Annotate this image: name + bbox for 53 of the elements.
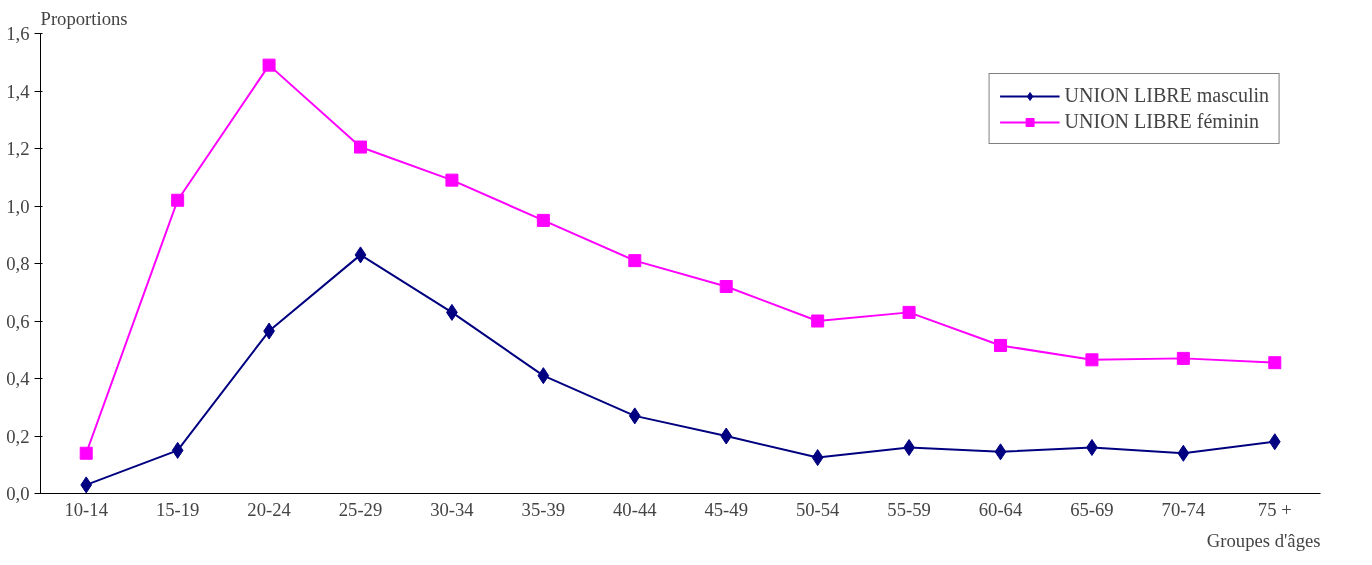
- x-tick-label: 50-54: [795, 498, 841, 520]
- point: [80, 476, 93, 494]
- point: [354, 246, 367, 264]
- x-axis-title: Groupes d'âges: [1206, 529, 1321, 551]
- point: [262, 58, 276, 72]
- x-tick-label: 45-49: [704, 498, 748, 520]
- x-tick-label: 65-69: [1070, 498, 1114, 520]
- point: [537, 367, 550, 385]
- y-tick-label: 1,6: [6, 23, 30, 44]
- point: [1176, 351, 1190, 365]
- y-tick-label: 1,2: [6, 138, 30, 159]
- point: [1268, 433, 1281, 451]
- x-tick-label: 40-44: [613, 498, 658, 520]
- point: [994, 443, 1007, 461]
- point: [354, 140, 367, 154]
- x-tick-label: 30-34: [430, 498, 475, 520]
- legend-label: UNION LIBRE féminin: [1064, 110, 1259, 133]
- y-tick-label: 1,0: [6, 195, 30, 217]
- y-tick-label: 0,4: [6, 368, 31, 389]
- x-tick-label: 75 +: [1257, 498, 1292, 520]
- y-tick-label: 0,6: [6, 310, 30, 332]
- y-axis-title: Proportions: [40, 7, 128, 29]
- x-tick-label: 35-39: [521, 498, 566, 520]
- point: [171, 193, 185, 207]
- point: [811, 449, 824, 467]
- point: [1177, 444, 1190, 462]
- point: [719, 280, 733, 293]
- y-tick-label: 1,4: [6, 80, 31, 102]
- legend-label: UNION LIBRE masculin: [1064, 84, 1269, 107]
- x-tick-label: 55-59: [887, 498, 931, 520]
- point: [1086, 439, 1098, 456]
- x-tick-label: 10-14: [64, 498, 109, 520]
- x-tick-label: 60-64: [978, 498, 1023, 520]
- point: [811, 314, 825, 328]
- x-tick-label: 20-24: [247, 498, 292, 520]
- point: [171, 441, 184, 459]
- x-tick-label: 25-29: [338, 498, 383, 520]
- y-tick-label: 0,0: [6, 483, 30, 504]
- point: [628, 254, 642, 268]
- point: [1085, 353, 1099, 367]
- y-tick-label: 0,8: [6, 253, 30, 274]
- point: [628, 407, 641, 425]
- point: [445, 173, 459, 187]
- x-tick-label: 15-19: [155, 498, 200, 520]
- point: [1268, 356, 1282, 370]
- point: [994, 338, 1007, 352]
- point: [903, 439, 915, 456]
- point: [902, 305, 916, 319]
- point: [536, 213, 550, 227]
- point: [79, 446, 93, 460]
- y-tick-label: 0,2: [6, 425, 30, 447]
- x-tick-label: 70-74: [1161, 498, 1206, 520]
- point: [720, 427, 733, 445]
